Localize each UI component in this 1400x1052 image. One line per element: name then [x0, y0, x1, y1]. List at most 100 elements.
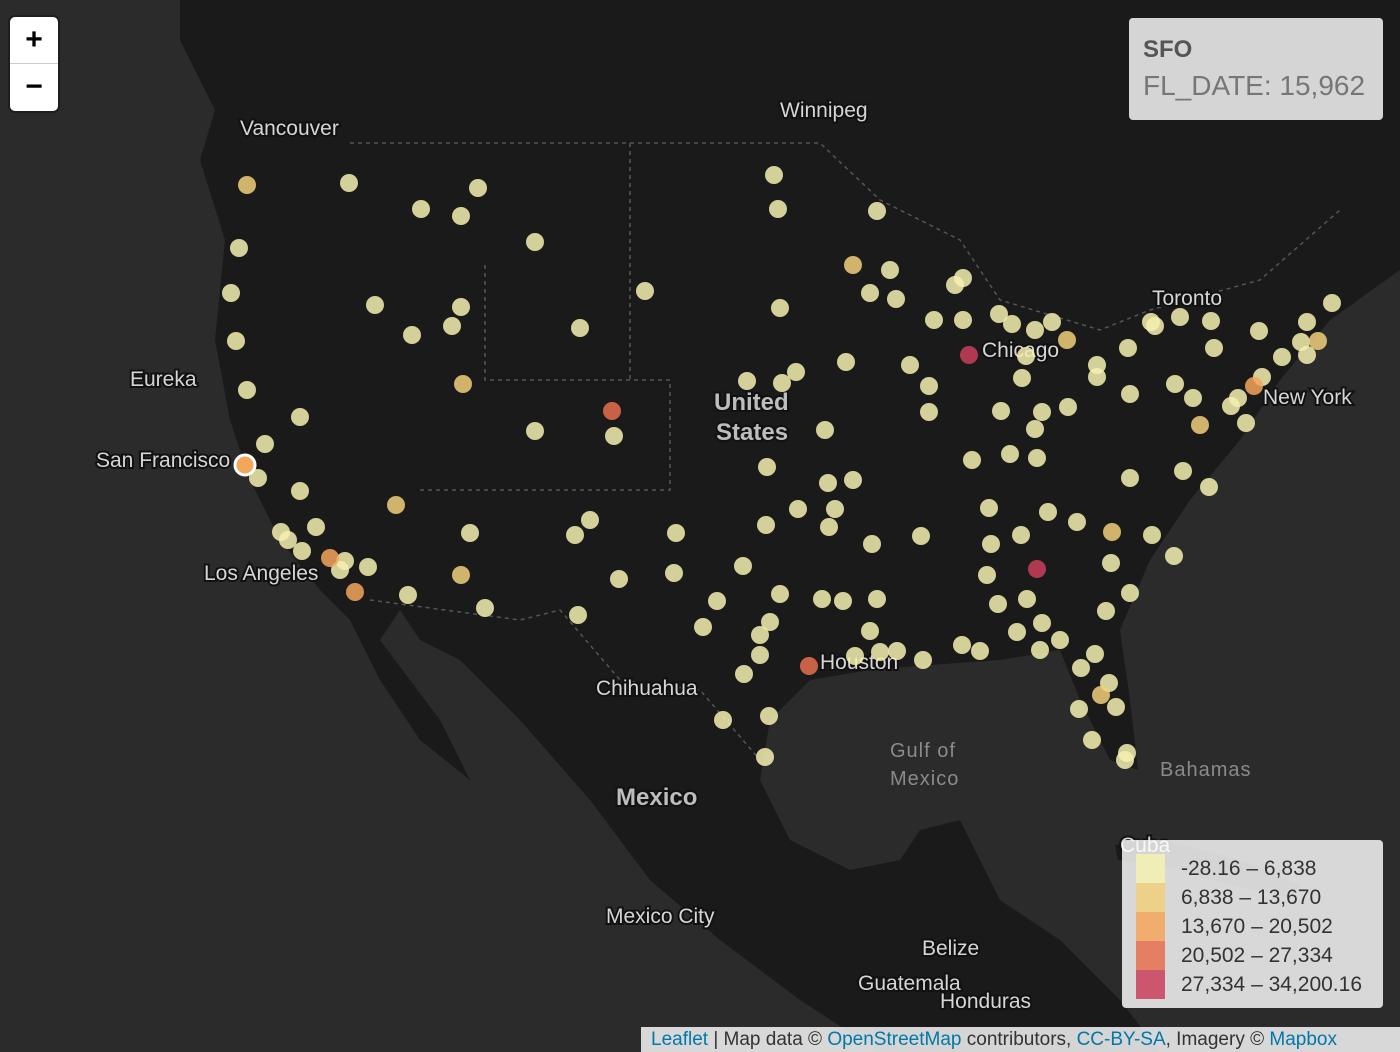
place-label: Belize: [922, 937, 979, 960]
airport-marker: [1103, 523, 1121, 541]
airport-marker: [1083, 731, 1101, 749]
airport-marker: [887, 290, 905, 308]
airport-marker: [399, 586, 417, 604]
airport-marker: [1058, 331, 1076, 349]
place-label: New York: [1263, 386, 1352, 409]
airport-marker: [1033, 403, 1051, 421]
place-label: Mexico: [616, 784, 697, 811]
airport-marker: [771, 585, 789, 603]
airport-marker: [227, 332, 245, 350]
airport-marker: [1026, 420, 1044, 438]
airport-marker: [366, 296, 384, 314]
airport-marker: [1171, 308, 1189, 326]
airport-marker: [1028, 560, 1046, 578]
airport-marker: [222, 284, 240, 302]
place-label: Chihuahua: [596, 677, 698, 700]
airport-marker: [291, 482, 309, 500]
airport-marker: [1174, 462, 1192, 480]
zoom-out[interactable]: −: [25, 70, 43, 103]
airport-marker: [1146, 317, 1164, 335]
airport-marker: [863, 535, 881, 553]
airport-marker: [819, 474, 837, 492]
airport-marker: [665, 564, 683, 582]
airport-marker: [1068, 513, 1086, 531]
airport-marker: [813, 590, 831, 608]
attribution-link[interactable]: Mapbox: [1269, 1029, 1337, 1050]
airport-marker: [1200, 478, 1218, 496]
airport-marker: [307, 518, 325, 536]
airport-marker: [868, 202, 886, 220]
airport-marker: [238, 176, 256, 194]
legend-item: 27,334 – 34,200.16: [1136, 970, 1369, 999]
airport-marker: [340, 174, 358, 192]
place-label: Winnipeg: [780, 99, 868, 122]
airport-marker: [476, 599, 494, 617]
selected-marker[interactable]: [233, 453, 257, 477]
legend-item: -28.16 – 6,838: [1136, 854, 1369, 883]
legend-swatch: [1136, 941, 1165, 970]
airport-marker: [735, 665, 753, 683]
airport-marker: [912, 527, 930, 545]
airport-marker: [526, 233, 544, 251]
airport-marker: [1026, 321, 1044, 339]
airport-marker: [992, 402, 1010, 420]
attribution-text: , Imagery ©: [1165, 1029, 1270, 1050]
airport-marker: [1018, 590, 1036, 608]
airport-marker: [1102, 554, 1120, 572]
airport-marker: [861, 622, 879, 640]
airport-marker: [1222, 397, 1240, 415]
airport-marker: [293, 542, 311, 560]
airport-marker: [1298, 346, 1316, 364]
border: [350, 142, 1341, 331]
airport-marker: [1184, 389, 1202, 407]
airport-marker: [989, 595, 1007, 613]
place-label: Gulf of: [890, 740, 956, 762]
airport-marker: [761, 613, 779, 631]
airport-marker: [901, 356, 919, 374]
attribution-text: | Map data ©: [708, 1029, 828, 1050]
airport-markers: [222, 166, 1341, 769]
place-label: Bahamas: [1160, 759, 1252, 781]
airport-marker: [954, 311, 972, 329]
airport-marker: [694, 618, 712, 636]
airport-marker: [403, 326, 421, 344]
airport-marker: [452, 298, 470, 316]
attribution-link[interactable]: OpenStreetMap: [827, 1029, 962, 1050]
airport-marker: [1121, 584, 1139, 602]
legend-label: 13,670 – 20,502: [1181, 914, 1333, 938]
place-label: Los Angeles: [204, 562, 318, 585]
place-label: Honduras: [940, 990, 1031, 1013]
airport-marker: [469, 179, 487, 197]
airport-marker: [1205, 339, 1223, 357]
airport-marker: [789, 500, 807, 518]
airport-marker: [566, 526, 584, 544]
airport-marker: [1043, 313, 1061, 331]
airport-marker: [980, 499, 998, 517]
attribution-link[interactable]: CC-BY-SA: [1076, 1029, 1166, 1050]
airport-marker: [1008, 623, 1026, 641]
land: [180, 0, 1400, 1052]
airport-marker: [816, 421, 834, 439]
place-label: Mexico City: [606, 905, 715, 928]
airport-marker: [1273, 348, 1291, 366]
airport-marker: [1237, 414, 1255, 432]
airport-marker: [603, 402, 621, 420]
airport-marker: [826, 500, 844, 518]
airport-marker: [734, 557, 752, 575]
airport-marker: [1166, 375, 1184, 393]
airport-marker: [452, 566, 470, 584]
airport-marker: [1191, 416, 1209, 434]
zoom-in[interactable]: +: [10, 17, 58, 64]
legend-swatch: [1136, 883, 1165, 912]
attribution-link[interactable]: Leaflet: [651, 1029, 709, 1050]
airport-marker: [1107, 698, 1125, 716]
place-label: San Francisco: [96, 449, 230, 472]
airport-marker: [1072, 659, 1090, 677]
legend-label: 6,838 – 13,670: [1181, 885, 1322, 909]
airport-marker: [844, 256, 862, 274]
airport-marker: [238, 381, 256, 399]
airport-marker: [760, 707, 778, 725]
airport-marker: [1092, 686, 1110, 704]
airport-marker: [1017, 347, 1035, 365]
